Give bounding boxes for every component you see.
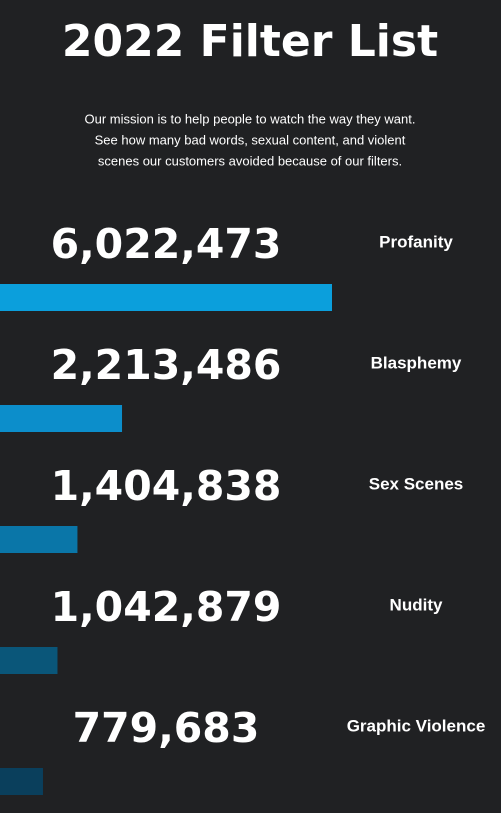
- value-label: 1,042,879: [51, 583, 282, 631]
- subtitle: Our mission is to help people to watch t…: [85, 111, 416, 126]
- bar: [0, 647, 58, 674]
- subtitle: scenes our customers avoided because of …: [98, 153, 402, 168]
- subtitle: See how many bad words, sexual content, …: [95, 132, 406, 147]
- bar: [0, 526, 78, 553]
- value-label: 2,213,486: [51, 341, 282, 389]
- category-label: Blasphemy: [371, 353, 462, 372]
- bar: [0, 284, 332, 311]
- value-label: 6,022,473: [51, 220, 282, 268]
- chart-title: 2022 Filter List: [62, 16, 438, 67]
- category-label: Sex Scenes: [369, 474, 464, 493]
- category-label: Graphic Violence: [347, 716, 486, 735]
- bar: [0, 405, 123, 432]
- value-label: 779,683: [73, 704, 260, 752]
- category-label: Nudity: [390, 595, 443, 614]
- value-label: 1,404,838: [51, 462, 282, 510]
- category-label: Profanity: [379, 232, 453, 251]
- bar: [0, 768, 43, 795]
